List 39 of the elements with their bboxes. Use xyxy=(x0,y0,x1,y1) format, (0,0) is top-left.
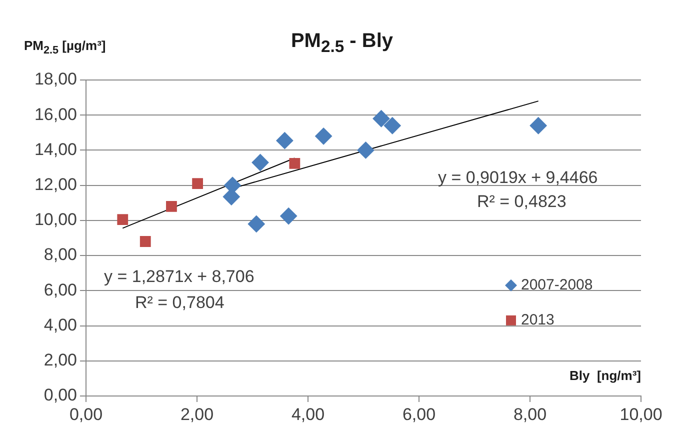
point xyxy=(372,110,390,128)
point xyxy=(252,154,269,172)
legend-label: 2013 xyxy=(521,312,554,329)
y-tick-label: 6,00 xyxy=(44,280,77,300)
x-tick-label: 2,00 xyxy=(180,404,214,424)
y-tick-label: 14,00 xyxy=(34,140,77,159)
legend-label: 2007-2008 xyxy=(521,276,593,294)
point xyxy=(289,158,300,169)
point xyxy=(384,117,401,134)
point xyxy=(166,200,177,212)
point xyxy=(280,208,298,225)
annotation: y = 1,2871x + 8,706 xyxy=(104,267,254,287)
x-axis-title: Bly [ng/m³] xyxy=(570,368,641,383)
y-tick-label: 2,00 xyxy=(44,350,77,370)
annotation: R² = 0,4823 xyxy=(477,192,566,212)
chart-title: PM$_{2.5}$ - Bly xyxy=(290,30,394,56)
annotation: R² = 0,7804 xyxy=(135,293,224,313)
y-tick-label: 10,00 xyxy=(34,210,77,230)
point xyxy=(315,128,332,145)
x-tick-label: 4,00 xyxy=(291,404,325,424)
point xyxy=(530,117,547,134)
x-tick-label: 8,00 xyxy=(513,404,547,424)
point xyxy=(140,236,151,247)
point xyxy=(276,132,294,150)
point xyxy=(357,142,374,159)
point xyxy=(192,178,204,190)
y-tick-label: 0,00 xyxy=(44,386,77,405)
y-axis-title: PM$_{2.5}$ [µg/m³] xyxy=(24,38,106,57)
y-tick-label: 12,00 xyxy=(34,175,77,194)
y-tick-label: 8,00 xyxy=(44,245,77,264)
point xyxy=(117,214,128,226)
point xyxy=(248,215,265,232)
x-tick-label: 0,00 xyxy=(69,404,103,424)
y-tick-label: 4,00 xyxy=(44,315,77,334)
x-tick-label: 10,00 xyxy=(620,404,662,424)
y-tick-label: 16,00 xyxy=(34,104,77,124)
x-tick-label: 6,00 xyxy=(402,404,436,424)
y-tick-label: 18,00 xyxy=(34,70,77,89)
annotation: y = 0,9019x + 9,4466 xyxy=(438,168,598,188)
